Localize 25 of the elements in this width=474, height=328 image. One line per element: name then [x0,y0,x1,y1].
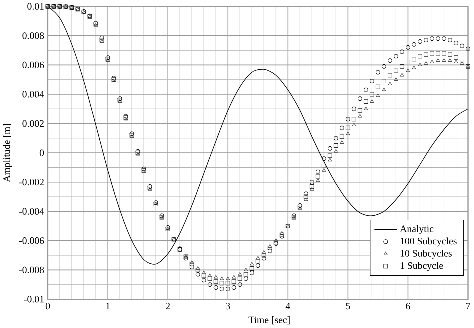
y-tick-label: -0.008 [19,266,44,274]
y-tick-label: 0.008 [22,32,44,40]
x-axis-title: Time [sec] [248,316,290,325]
legend-label: 100 Subcycles [400,238,457,247]
y-tick-label: 0.004 [22,91,44,98]
x-tick-label: 2 [166,303,170,310]
x-tick-label: 5 [346,303,350,310]
y-tick-label: 0.006 [22,62,44,69]
y-tick-label: -0.006 [19,238,44,244]
x-tick-label: 7 [466,303,470,310]
x-tick-label: 1 [106,303,110,310]
x-tick-label: 0 [46,303,50,310]
legend-label: 10 Subcycles [400,250,452,259]
y-tick-label: -0.002 [19,179,44,186]
y-tick-label: 0.01 [28,3,44,10]
y-tick-label: 0 [40,150,44,156]
y-tick-label: -0.004 [19,208,44,215]
x-tick-label: 3 [226,303,230,310]
y-axis-title: Amplitude [m] [3,124,12,182]
legend-label: Analytic [400,225,434,234]
y-tick-label: -0.01 [24,296,44,303]
x-tick-label: 6 [406,303,410,310]
y-tick-label: 0.002 [22,120,44,128]
x-tick-label: 4 [286,303,290,310]
legend-label: 1 Subcycle [400,262,444,272]
